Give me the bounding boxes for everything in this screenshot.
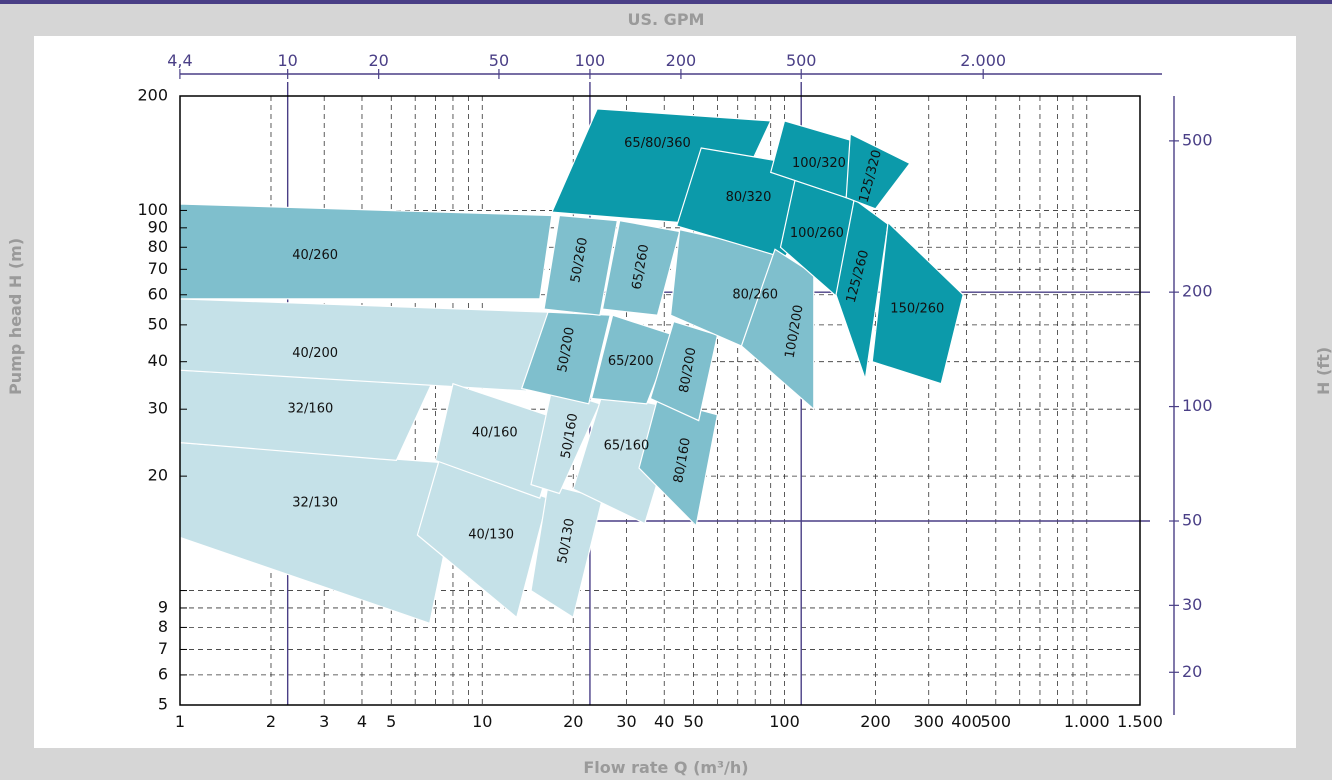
- y-tick-label: 50: [148, 314, 168, 333]
- x-tick-label: 100: [769, 712, 800, 731]
- zone-label: 100/260: [790, 226, 844, 241]
- pump-zone: [434, 382, 564, 499]
- x2-axis-title: US. GPM: [627, 10, 705, 29]
- x-tick-label: 400: [951, 712, 982, 731]
- pump-range-chart: 32/13032/16040/20040/26040/13040/16050/1…: [137, 51, 1213, 731]
- x2-tick-label: 100: [575, 51, 606, 70]
- x-tick-label: 1: [175, 712, 185, 731]
- x-tick-label: 200: [860, 712, 891, 731]
- zone-label: 40/160: [472, 425, 518, 440]
- y-tick-label: 6: [158, 664, 168, 683]
- y-tick-label: 20: [148, 466, 168, 485]
- y-tick-label: 7: [158, 639, 168, 658]
- zone-label: 40/260: [292, 248, 338, 263]
- y-tick-label: 5: [158, 695, 168, 714]
- y-tick-label: 8: [158, 617, 168, 636]
- x-tick-label: 500: [981, 712, 1012, 731]
- y2-tick-label: 500: [1182, 130, 1213, 149]
- x-tick-label: 2: [266, 712, 276, 731]
- y-axis-title: Pump head H (m): [6, 237, 25, 395]
- zone-label: 80/260: [732, 287, 778, 302]
- zone-label: 80/320: [726, 190, 772, 205]
- x-tick-label: 4: [357, 712, 367, 731]
- y-tick-label: 60: [148, 284, 168, 303]
- y-tick-label: 40: [148, 351, 168, 370]
- y2-tick-label: 20: [1182, 662, 1202, 681]
- pump-zone: [601, 219, 681, 316]
- pump-zone: [543, 214, 619, 316]
- plot-frame: [179, 95, 1141, 706]
- y2-tick-label: 50: [1182, 511, 1202, 530]
- x-tick-label: 3: [319, 712, 329, 731]
- zone-label: 32/160: [288, 402, 334, 417]
- top-accent-bar: [0, 0, 1332, 4]
- zone-label: 65/200: [608, 354, 654, 369]
- zone-label: 65/160: [604, 439, 650, 454]
- pump-zone: [835, 198, 889, 380]
- zone-label: 100/320: [792, 156, 846, 171]
- pump-zone: [590, 314, 675, 405]
- x-tick-label: 1.000: [1064, 712, 1110, 731]
- pump-zone: [845, 132, 911, 210]
- pump-zone: [649, 320, 719, 422]
- x2-tick-label: 10: [278, 51, 298, 70]
- x-tick-label: 50: [683, 712, 703, 731]
- x-tick-label: 1.500: [1117, 712, 1163, 731]
- y-tick-label: 90: [148, 217, 168, 236]
- x-tick-label: 40: [654, 712, 674, 731]
- x2-tick-label: 50: [489, 51, 509, 70]
- y2-axis-title: H (ft): [1314, 346, 1332, 395]
- y-tick-label: 200: [137, 86, 168, 105]
- pump-zone: [179, 203, 553, 300]
- x-tick-label: 300: [913, 712, 944, 731]
- x-tick-label: 10: [472, 712, 492, 731]
- x2-tick-label: 500: [786, 51, 817, 70]
- y-tick-label: 100: [137, 200, 168, 219]
- zone-label: 40/130: [468, 528, 514, 543]
- x2-tick-label: 2.000: [960, 51, 1006, 70]
- x-tick-label: 20: [563, 712, 583, 731]
- x-tick-label: 30: [616, 712, 636, 731]
- y2-tick-label: 200: [1182, 282, 1213, 301]
- zone-label: 40/200: [292, 346, 338, 361]
- x-axis-title: Flow rate Q (m³/h): [583, 758, 749, 777]
- y2-tick-label: 30: [1182, 595, 1202, 614]
- y-tick-label: 80: [148, 237, 168, 256]
- y-tick-label: 70: [148, 259, 168, 278]
- zone-label: 150/260: [890, 302, 944, 317]
- zone-label: 65/80/360: [624, 136, 691, 151]
- x2-tick-label: 200: [666, 51, 697, 70]
- chart-panel: 32/130 32/160 40/200 40/260 40/130 40/160 50/1…: [34, 36, 1296, 748]
- pump-zone: [871, 221, 964, 385]
- x2-tick-label: 4,4: [167, 51, 192, 70]
- y-tick-label: 9: [158, 597, 168, 616]
- zone-label: 32/130: [292, 495, 338, 510]
- y-tick-label: 30: [148, 399, 168, 418]
- y2-tick-label: 100: [1182, 396, 1213, 415]
- x-tick-label: 5: [386, 712, 396, 731]
- x2-tick-label: 20: [368, 51, 388, 70]
